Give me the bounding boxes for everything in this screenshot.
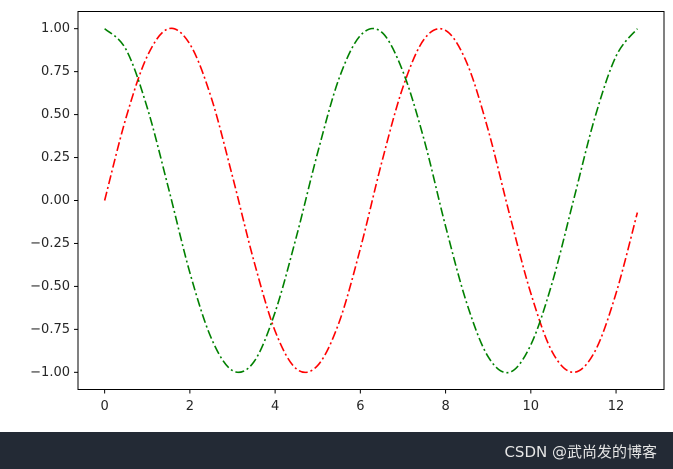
watermark: CSDN @武尚发的博客: [504, 443, 657, 461]
x-tick-label: 12: [608, 399, 625, 414]
x-tick-label: 2: [186, 399, 194, 414]
y-tick-label: −0.50: [30, 279, 70, 294]
y-tick-label: 0.50: [41, 107, 70, 122]
series-line: [103, 27, 639, 374]
y-tick-label: 0.25: [41, 150, 70, 165]
series-line: [104, 27, 638, 374]
y-tick-label: 0.75: [41, 64, 70, 79]
footer-bar: [0, 432, 673, 469]
x-tick-label: 6: [356, 399, 364, 414]
chart: −1.00 −0.75 −0.50 −0.25 0.00 0.25 0.50 0.75 1.00…: [30, 11, 665, 414]
y-tick-label: 1.00: [41, 21, 70, 36]
y-tick-label: −1.00: [30, 365, 70, 380]
x-tick-label: 0: [100, 399, 108, 414]
y-tick-label: −0.25: [30, 236, 70, 251]
y-tick-label: 0.00: [41, 193, 70, 208]
plot-frame: [77, 11, 665, 390]
x-tick-label: 10: [523, 399, 540, 414]
x-tick-label: 8: [441, 399, 449, 414]
x-tick-label: 4: [271, 399, 279, 414]
y-tick-label: −0.75: [30, 322, 70, 337]
